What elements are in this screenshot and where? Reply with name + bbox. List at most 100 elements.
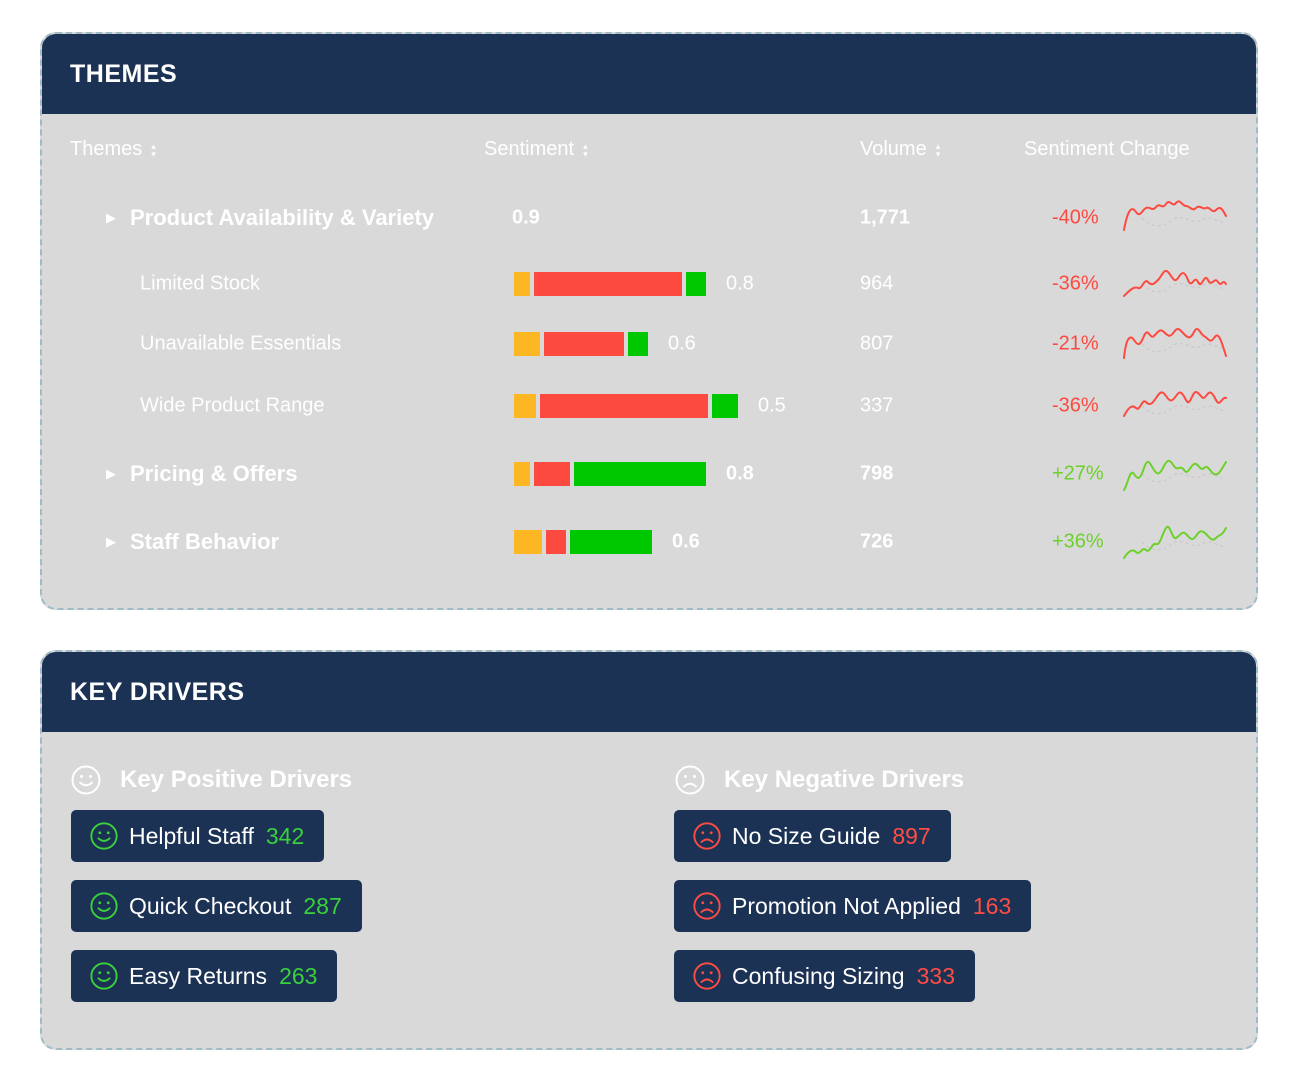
driver-label: Confusing Sizing (732, 962, 905, 989)
sentiment-bar (514, 272, 706, 296)
negative-driver-pill[interactable]: Confusing Sizing 333 (674, 950, 975, 1002)
sentiment-bar-positive (628, 332, 648, 356)
sentiment-bar-positive (574, 462, 706, 486)
negative-driver-pill[interactable]: Promotion Not Applied 163 (674, 880, 1032, 932)
sentiment-bar-positive (570, 530, 652, 554)
sentiment-bar-negative (534, 272, 682, 296)
themes-card: THEMES Themes ▴ ▾ Sentiment ▴ ▾ Volume ▴ ▾ … (40, 32, 1258, 610)
caret-right-icon[interactable]: ▶ (106, 210, 116, 225)
sentiment-score: 0.6 (672, 530, 700, 553)
sort-arrows-icon[interactable]: ▴ ▾ (151, 140, 156, 159)
sentiment-change-value: -40% (1052, 206, 1099, 229)
positive-driver-pill[interactable]: Quick Checkout 287 (71, 880, 362, 932)
theme-name: Pricing & Offers (130, 461, 298, 486)
positive-drivers-title: Key Positive Drivers (120, 766, 353, 793)
theme-row[interactable]: ▶ Product Availability & Variety 0.9 1,771 -… (42, 198, 1256, 238)
key-drivers-card-header: KEY DRIVERS (42, 652, 1256, 732)
positive-driver-pill[interactable]: Helpful Staff 342 (71, 810, 325, 862)
theme-name: Limited Stock (140, 272, 261, 295)
sentiment-bar (514, 530, 652, 554)
sentiment-bar-neutral (514, 462, 530, 486)
driver-count: 263 (279, 962, 318, 989)
theme-name: Unavailable Essentials (140, 332, 342, 355)
volume-value: 726 (860, 530, 894, 553)
sentiment-bar-positive (712, 394, 738, 418)
sentiment-bar-neutral (514, 272, 530, 296)
volume-value: 964 (860, 272, 894, 295)
theme-name: Product Availability & Variety (130, 205, 435, 230)
column-header-sentiment-change: Sentiment Change (1024, 138, 1190, 161)
sentiment-bar (514, 332, 648, 356)
driver-count: 163 (972, 892, 1012, 919)
theme-row[interactable]: ▶ Staff Behavior 0.6 726 +36% (42, 522, 1256, 562)
smile-icon (90, 962, 118, 990)
sparkline (1123, 200, 1227, 231)
frown-icon (675, 765, 705, 795)
sentiment-bar (514, 394, 738, 418)
sentiment-bar-negative (546, 530, 566, 554)
column-header-themes[interactable]: Themes ▴ ▾ (70, 138, 156, 161)
driver-count: 333 (916, 962, 955, 989)
sentiment-bar-negative (540, 394, 708, 418)
sentiment-bar-neutral (514, 332, 540, 356)
negative-drivers-heading: Key Negative Drivers (674, 764, 964, 796)
positive-drivers-heading: Key Positive Drivers (70, 764, 352, 796)
key-drivers-card: KEY DRIVERS Key Positive Drivers Key Neg… (40, 650, 1258, 1050)
sentiment-score: 0.6 (668, 332, 696, 355)
column-header-change-label: Sentiment Change (1024, 138, 1190, 160)
negative-driver-pill[interactable]: No Size Guide 897 (674, 810, 951, 862)
positive-driver-pill[interactable]: Easy Returns 263 (71, 950, 338, 1002)
sparkline (1123, 525, 1227, 559)
sentiment-bar-neutral (514, 530, 542, 554)
volume-value: 337 (860, 394, 894, 417)
theme-name: Staff Behavior (130, 529, 280, 554)
themes-card-title: THEMES (70, 59, 178, 88)
frown-icon (693, 892, 721, 920)
sentiment-score: 0.5 (758, 394, 786, 417)
sentiment-bar (514, 462, 706, 486)
theme-row[interactable]: ▶ Pricing & Offers 0.8 798 +27% (42, 454, 1256, 494)
theme-row: Limited Stock 0.8 964 -36% (42, 264, 1256, 304)
sentiment-score: 0.9 (512, 206, 540, 229)
volume-value: 1,771 (860, 206, 911, 229)
sentiment-score: 0.8 (726, 462, 754, 485)
sentiment-bar-negative (534, 462, 570, 486)
driver-label: Quick Checkout (129, 892, 292, 919)
driver-label: Helpful Staff (129, 822, 254, 849)
driver-count: 342 (265, 822, 305, 849)
sparkline (1123, 459, 1227, 491)
themes-card-header: THEMES (42, 34, 1256, 114)
volume-value: 798 (860, 462, 894, 485)
frown-icon (693, 822, 721, 850)
column-header-themes-label: Themes (70, 138, 143, 160)
driver-label: Easy Returns (129, 962, 268, 989)
negative-drivers-title: Key Negative Drivers (724, 766, 965, 793)
driver-label: Promotion Not Applied (732, 892, 961, 919)
sparkline (1123, 391, 1227, 417)
driver-label: No Size Guide (732, 822, 881, 849)
driver-count: 897 (892, 822, 931, 849)
sparkline (1123, 327, 1227, 359)
key-drivers-card-title: KEY DRIVERS (70, 677, 245, 706)
smile-icon (90, 822, 118, 850)
theme-row: Unavailable Essentials 0.6 807 -21% (42, 324, 1256, 364)
sort-arrows-icon[interactable]: ▴ ▾ (583, 140, 588, 159)
smile-icon (71, 765, 101, 795)
caret-right-icon[interactable]: ▶ (106, 466, 116, 481)
sort-arrows-icon[interactable]: ▴ ▾ (935, 140, 941, 159)
sentiment-change-value: -36% (1052, 394, 1099, 417)
volume-value: 807 (860, 332, 894, 355)
sparkline (1123, 270, 1227, 297)
smile-icon (90, 892, 118, 920)
column-header-sentiment[interactable]: Sentiment ▴ ▾ (484, 138, 588, 161)
caret-right-icon[interactable]: ▶ (106, 534, 116, 549)
sentiment-bar-neutral (514, 394, 536, 418)
column-header-volume[interactable]: Volume ▴ ▾ (860, 138, 940, 161)
column-header-sentiment-label: Sentiment (484, 138, 575, 160)
sentiment-change-value: +27% (1052, 462, 1104, 485)
sentiment-change-value: -21% (1052, 332, 1099, 355)
sentiment-change-value: -36% (1052, 272, 1099, 295)
frown-icon (693, 962, 721, 990)
column-header-volume-label: Volume (860, 138, 927, 160)
sentiment-bar-negative (544, 332, 624, 356)
